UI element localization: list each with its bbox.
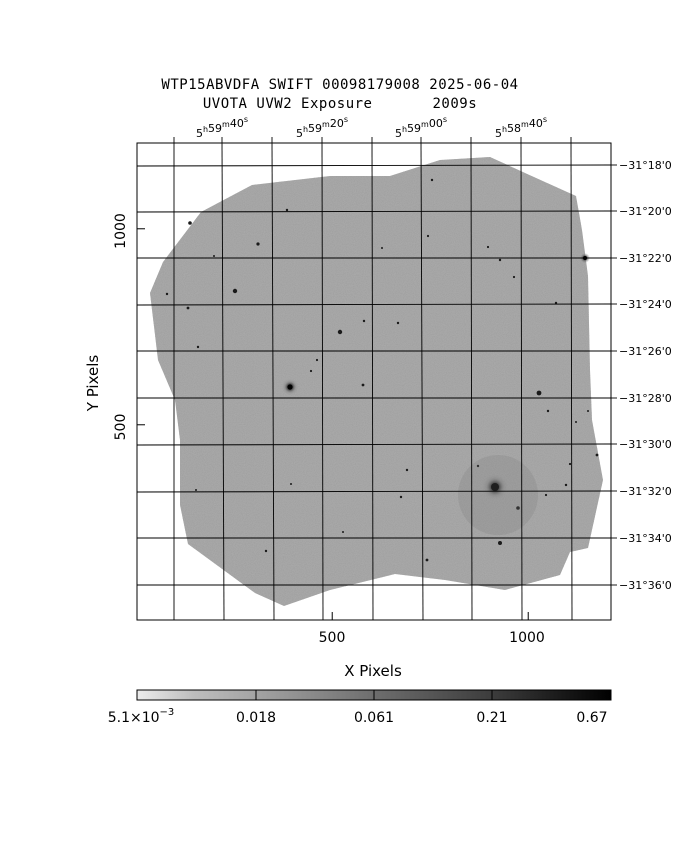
colorbar-label: 0.67 [576,710,607,726]
grid-line [137,303,611,306]
point-source [476,464,480,468]
dec-tick-labels: −31°18'0 −31°20'0 −31°22'0 −31°24'0 −31°26'0… [619,159,672,592]
colorbar-label: 0.061 [354,710,394,726]
point-source [405,468,409,472]
point-source [498,258,502,262]
point-source [575,421,577,423]
grid-line [137,490,611,493]
dec-tick-label: −31°18'0 [619,159,672,172]
point-source [536,390,542,396]
point-source [337,329,343,335]
x-tick-label: 1000 [509,630,545,646]
y-axis-label: Y Pixels [84,355,102,413]
grid-line [470,143,473,620]
point-source [362,319,366,323]
ra-tick-label: 5h59m20s [296,115,348,140]
colorbar-labels: 5.1×10−3 0.018 0.061 0.21 0.67 [108,707,608,726]
dec-tick-label: −31°24'0 [619,298,672,311]
exposure-label: UVOTA UVW2 Exposure [202,96,373,112]
point-source [564,483,568,487]
point-source [315,358,319,362]
point-source [486,245,490,249]
point-source [426,234,430,238]
point-source [396,321,400,325]
ra-tick-label: 5h59m40s [196,115,248,140]
point-source [256,242,260,246]
point-source [264,549,268,553]
colorbar-label: 5.1×10−3 [108,707,175,726]
plot-title-line2: UVOTA UVW2 Exposure 2009s [0,95,680,113]
exposure-image [150,157,603,606]
grid-line [221,143,225,620]
bright-source-core [491,483,499,491]
point-source [381,247,383,249]
colorbar-ticks [136,690,612,700]
point-source [213,255,215,257]
plot-title-line1: WTP15ABVDFA SWIFT 00098179008 2025-06-04 [161,77,519,93]
point-source [544,493,548,497]
coordinate-grid [137,143,611,620]
ra-tick-label: 5h58m40s [495,115,547,140]
point-source [186,306,190,310]
x-axis-label: X Pixels [344,662,402,680]
dec-tick-label: −31°36'0 [619,579,672,592]
point-source [285,208,289,212]
point-source [425,558,429,562]
grid-line [420,143,424,620]
point-source [595,453,599,457]
dec-tick-label: −31°28'0 [619,392,672,405]
x-tick-label: 500 [319,630,346,646]
dec-tick-label: −31°26'0 [619,345,672,358]
grid-line [570,143,573,620]
y-tick-label: 1000 [113,213,129,249]
point-source [512,275,516,279]
exposure-value: 2009s [432,96,478,112]
x-tick-labels: 500 1000 [319,630,545,646]
dec-tick-label: −31°34'0 [619,532,672,545]
point-source [165,292,169,296]
grid-line [371,143,374,620]
grid-line [520,143,523,620]
point-source [430,178,434,182]
dec-tick-label: −31°22'0 [619,252,672,265]
colorbar-label: 0.018 [236,710,276,726]
dec-tick-label: −31°30'0 [619,438,672,451]
dec-tick-label: −31°32'0 [619,485,672,498]
point-source [195,489,197,491]
point-source [309,369,313,373]
y-tick-labels: 500 1000 [113,213,129,440]
point-source [361,383,365,387]
plot-frame [136,142,612,621]
point-source [196,345,200,349]
point-source [587,410,589,412]
point-source [342,531,344,533]
y-tick-label: 500 [113,414,129,441]
bright-source-core [287,384,293,390]
grid-line [137,164,611,167]
point-source [188,221,192,225]
dec-tick-label: −31°20'0 [619,205,672,218]
grid-line [137,443,611,446]
point-source [399,495,403,499]
colorbar-label: 0.21 [476,710,507,726]
point-source [546,409,550,413]
point-source [498,541,502,545]
diffuse-halo [458,455,538,535]
grid-line [137,210,611,213]
point-source [568,462,572,466]
point-source [554,301,558,305]
ra-tick-label: 5h59m00s [395,115,447,140]
axis-ticks [137,137,617,620]
point-source [516,506,520,510]
ra-tick-labels: 5h59m40s 5h59m20s 5h59m00s 5h58m40s [196,115,547,140]
point-source [290,483,292,485]
source-markers [165,178,599,562]
grid-line [321,143,324,620]
grid-line [271,143,275,620]
point-source [232,288,238,294]
